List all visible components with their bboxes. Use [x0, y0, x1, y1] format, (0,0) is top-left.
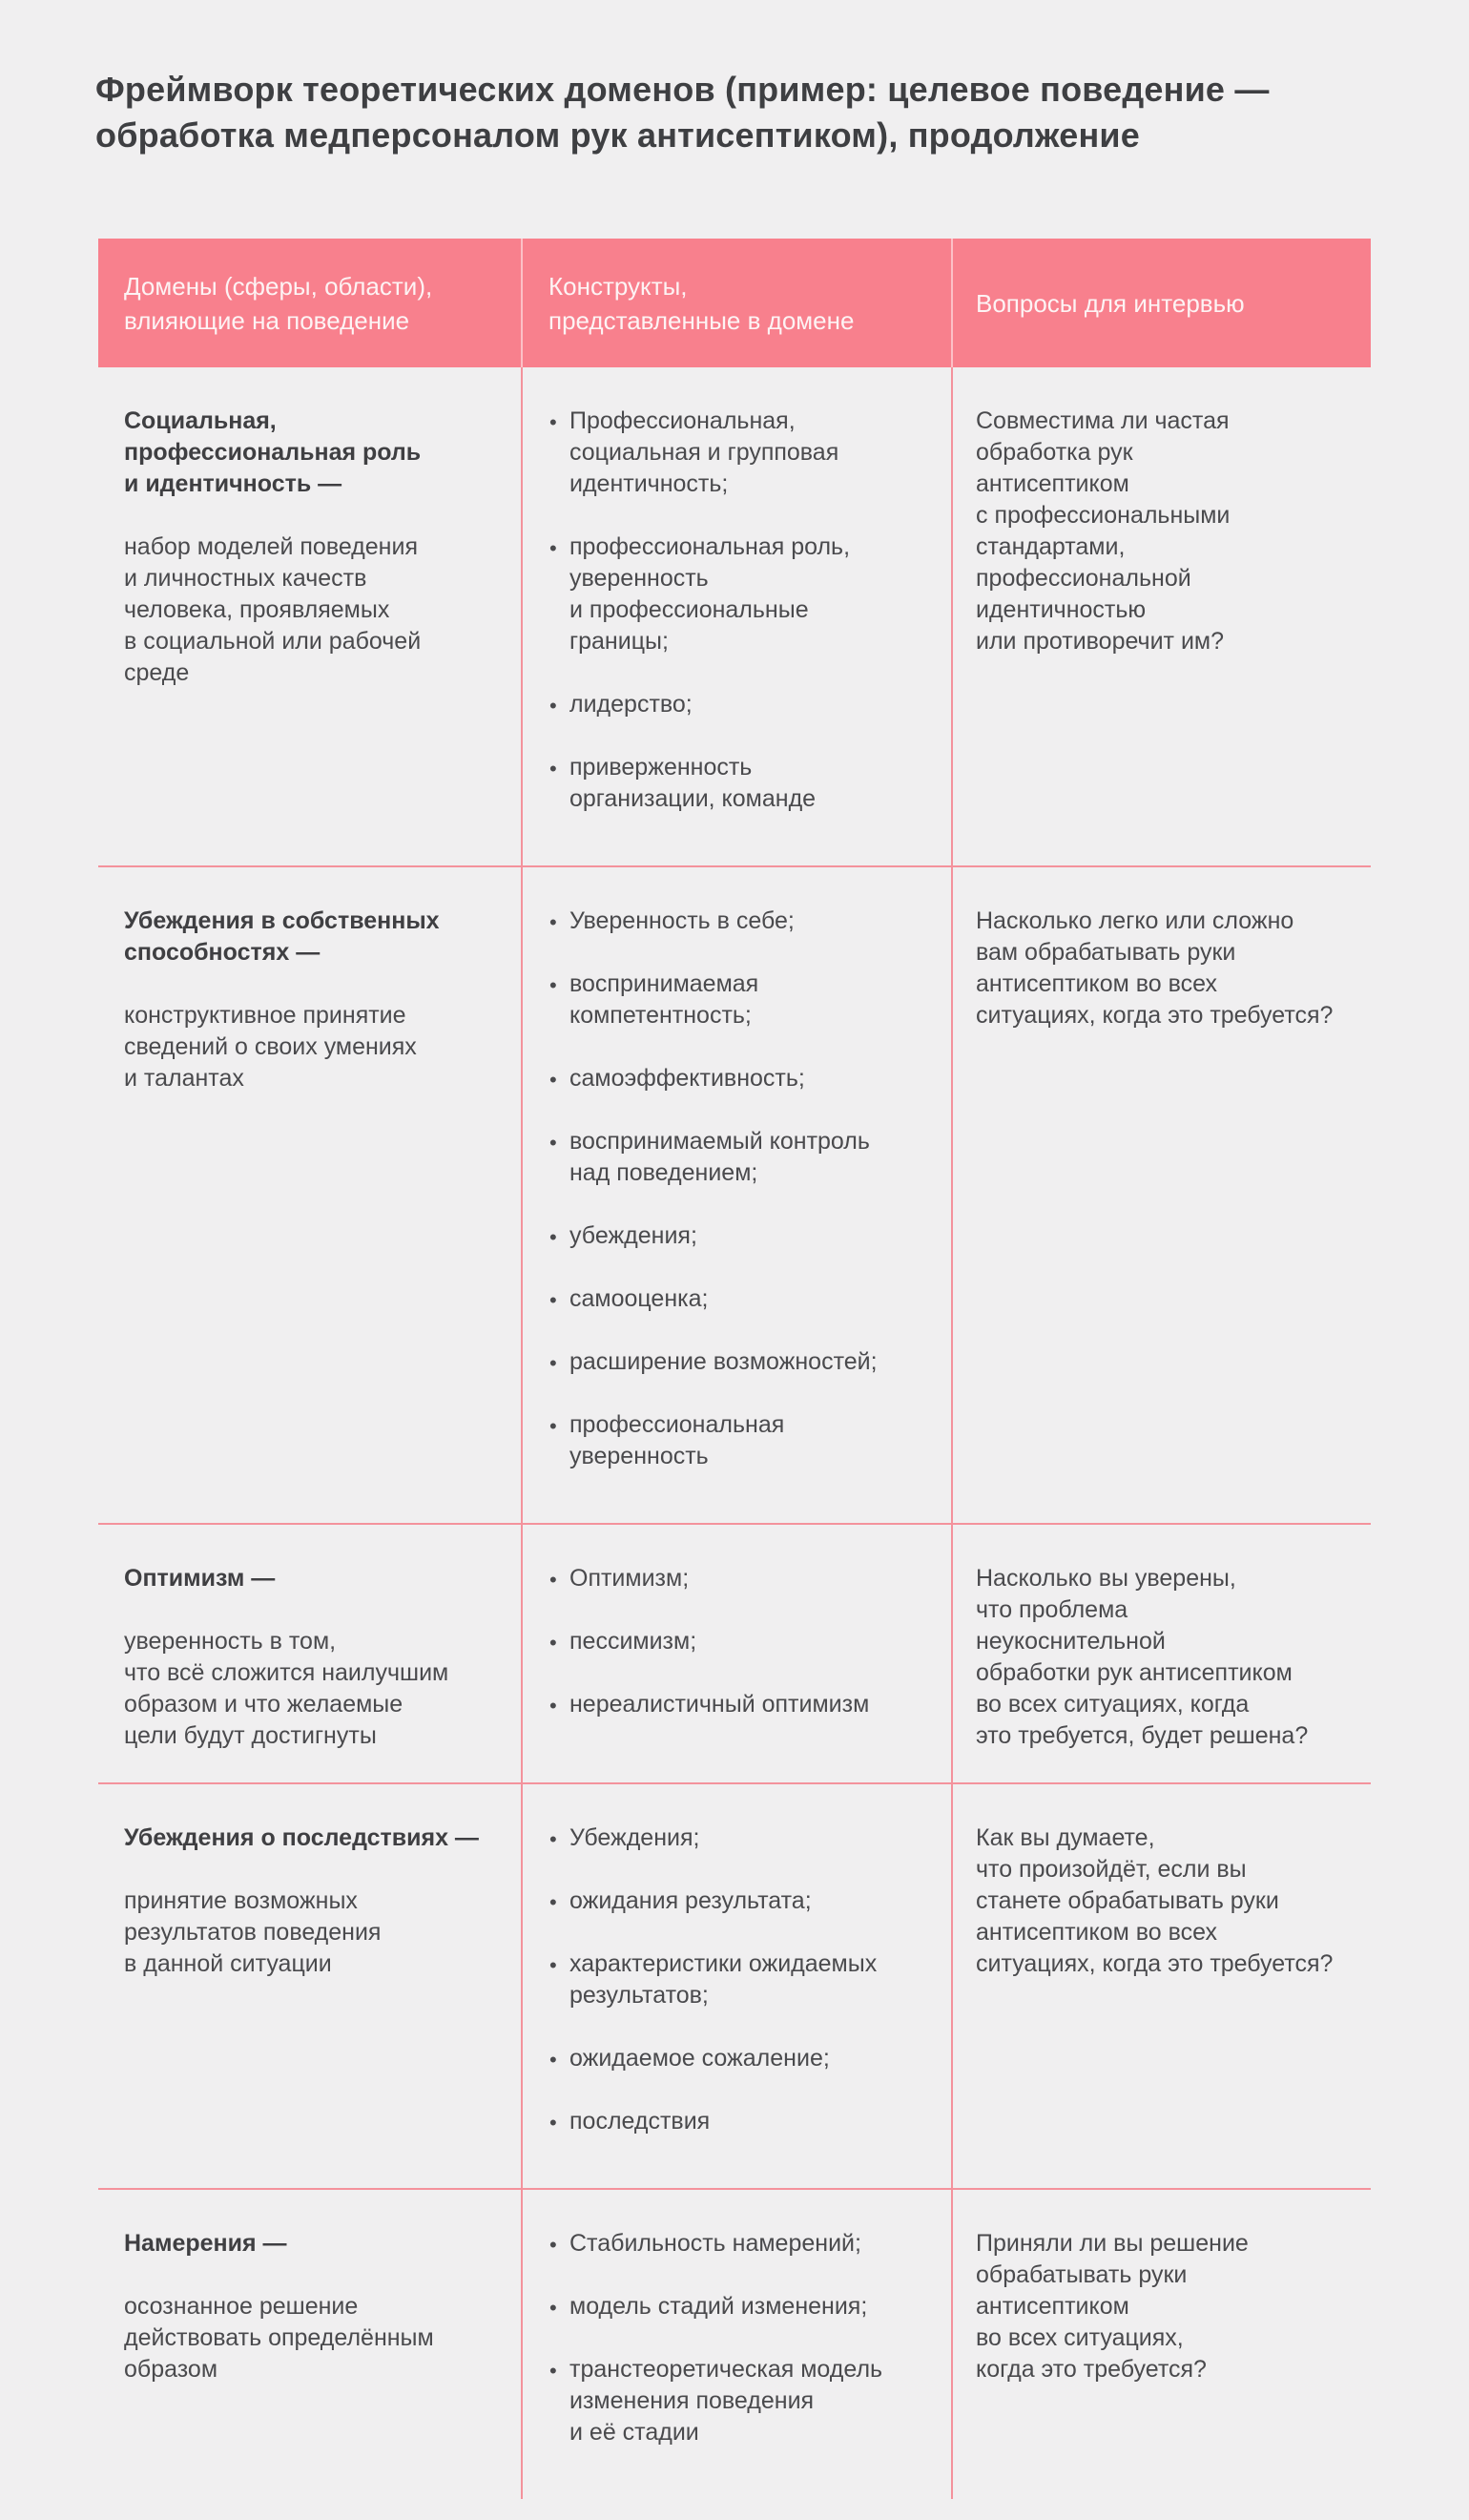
construct-item: расширение возможностей; — [549, 1346, 941, 1379]
domain-cell: Оптимизм — уверенность в том, что всё сл… — [98, 1525, 521, 1782]
column-header-constructs: Конструкты, представленные в домене — [521, 239, 951, 367]
domain-term: Намерения — — [124, 2230, 287, 2257]
domain-definition: конструктивное принятие сведений о своих… — [124, 1002, 417, 1092]
table-row: Убеждения о последствиях — принятие возм… — [98, 1782, 1371, 2188]
construct-item: самооценка; — [549, 1283, 941, 1316]
constructs-cell: Оптимизм; пессимизм; нереалистичный опти… — [521, 1525, 951, 1782]
domain-definition: уверенность в том, что всё сложится наил… — [124, 1628, 449, 1749]
question-cell: Как вы думаете, что произойдёт, если вы … — [951, 1784, 1371, 2188]
question-cell: Насколько вы уверены, что проблема неуко… — [951, 1525, 1371, 1782]
table-row: Намерения — осознанное решение действова… — [98, 2188, 1371, 2499]
constructs-cell: Стабильность намерений; модель стадий из… — [521, 2190, 951, 2499]
question-cell: Совместима ли частая обработка рук антис… — [951, 367, 1371, 865]
domain-term: Социальная, профессиональная роль и иден… — [124, 407, 422, 497]
construct-item: приверженность организации, команде — [549, 752, 941, 815]
domain-term: Убеждения в собственных способностях — — [124, 907, 440, 966]
construct-item: воспринимаемый контроль над поведением; — [549, 1126, 941, 1189]
table-header-row: Домены (сферы, области), влияющие на пов… — [98, 239, 1371, 367]
domain-cell: Убеждения о последствиях — принятие возм… — [98, 1784, 521, 2188]
construct-item: ожидания результата; — [549, 1885, 941, 1918]
construct-list: Профессиональная, социальная и групповая… — [549, 406, 941, 815]
question-cell: Насколько легко или сложно вам обрабатыв… — [951, 867, 1371, 1523]
column-header-questions: Вопросы для интервью — [951, 239, 1371, 367]
construct-item: нереалистичный оптимизм — [549, 1689, 941, 1721]
interview-question: Совместима ли частая обработка рук антис… — [976, 407, 1231, 655]
construct-item: модель стадий изменения; — [549, 2291, 941, 2323]
table-row: Социальная, профессиональная роль и иден… — [98, 367, 1371, 865]
construct-item: Убеждения; — [549, 1822, 941, 1855]
domain-definition: набор моделей поведения и личностных кач… — [124, 533, 422, 686]
construct-item: ожидаемое сожаление; — [549, 2043, 941, 2075]
interview-question: Как вы думаете, что произойдёт, если вы … — [976, 1824, 1334, 1977]
table-row: Убеждения в собственных способностях — к… — [98, 865, 1371, 1523]
interview-question: Насколько вы уверены, что проблема неуко… — [976, 1565, 1309, 1749]
domain-definition: принятие возможных результатов поведения… — [124, 1887, 382, 1977]
construct-item: Стабильность намерений; — [549, 2228, 941, 2260]
table-body: Социальная, профессиональная роль и иден… — [98, 367, 1371, 2499]
interview-question: Приняли ли вы решение обрабатывать руки … — [976, 2230, 1249, 2383]
constructs-cell: Убеждения; ожидания результата; характер… — [521, 1784, 951, 2188]
constructs-cell: Уверенность в себе; воспринимаемая компе… — [521, 867, 951, 1523]
construct-item: профессиональная уверенность — [549, 1409, 941, 1472]
construct-item: самоэффективность; — [549, 1063, 941, 1095]
construct-item: Профессиональная, социальная и групповая… — [549, 406, 941, 500]
construct-item: Уверенность в себе; — [549, 906, 941, 938]
construct-list: Убеждения; ожидания результата; характер… — [549, 1822, 941, 2138]
question-cell: Приняли ли вы решение обрабатывать руки … — [951, 2190, 1371, 2499]
construct-item: последствия — [549, 2106, 941, 2138]
construct-item: убеждения; — [549, 1220, 941, 1253]
construct-item: профессиональная роль, уверенность и про… — [549, 531, 941, 657]
domain-term: Убеждения о последствиях — — [124, 1824, 479, 1851]
domain-cell: Намерения — осознанное решение действова… — [98, 2190, 521, 2499]
construct-item: Оптимизм; — [549, 1563, 941, 1595]
construct-item: пессимизм; — [549, 1626, 941, 1658]
domain-cell: Социальная, профессиональная роль и иден… — [98, 367, 521, 865]
construct-list: Оптимизм; пессимизм; нереалистичный опти… — [549, 1563, 941, 1721]
construct-item: транстеоретическая модель изменения пове… — [549, 2354, 941, 2448]
tdf-table: Домены (сферы, области), влияющие на пов… — [98, 239, 1371, 2499]
interview-question: Насколько легко или сложно вам обрабатыв… — [976, 907, 1334, 1029]
construct-list: Стабильность намерений; модель стадий из… — [549, 2228, 941, 2448]
domain-cell: Убеждения в собственных способностях — к… — [98, 867, 521, 1523]
domain-term: Оптимизм — — [124, 1565, 276, 1592]
construct-item: воспринимаемая компетентность; — [549, 968, 941, 1031]
constructs-cell: Профессиональная, социальная и групповая… — [521, 367, 951, 865]
construct-item: лидерство; — [549, 689, 941, 721]
table-row: Оптимизм — уверенность в том, что всё сл… — [98, 1523, 1371, 1782]
construct-list: Уверенность в себе; воспринимаемая компе… — [549, 906, 941, 1472]
construct-item: характеристики ожидаемых результатов; — [549, 1948, 941, 2011]
domain-definition: осознанное решение действовать определён… — [124, 2293, 434, 2383]
page-title: Фреймворк теоретических доменов (пример:… — [95, 70, 1270, 156]
column-header-domains: Домены (сферы, области), влияющие на пов… — [124, 271, 433, 335]
